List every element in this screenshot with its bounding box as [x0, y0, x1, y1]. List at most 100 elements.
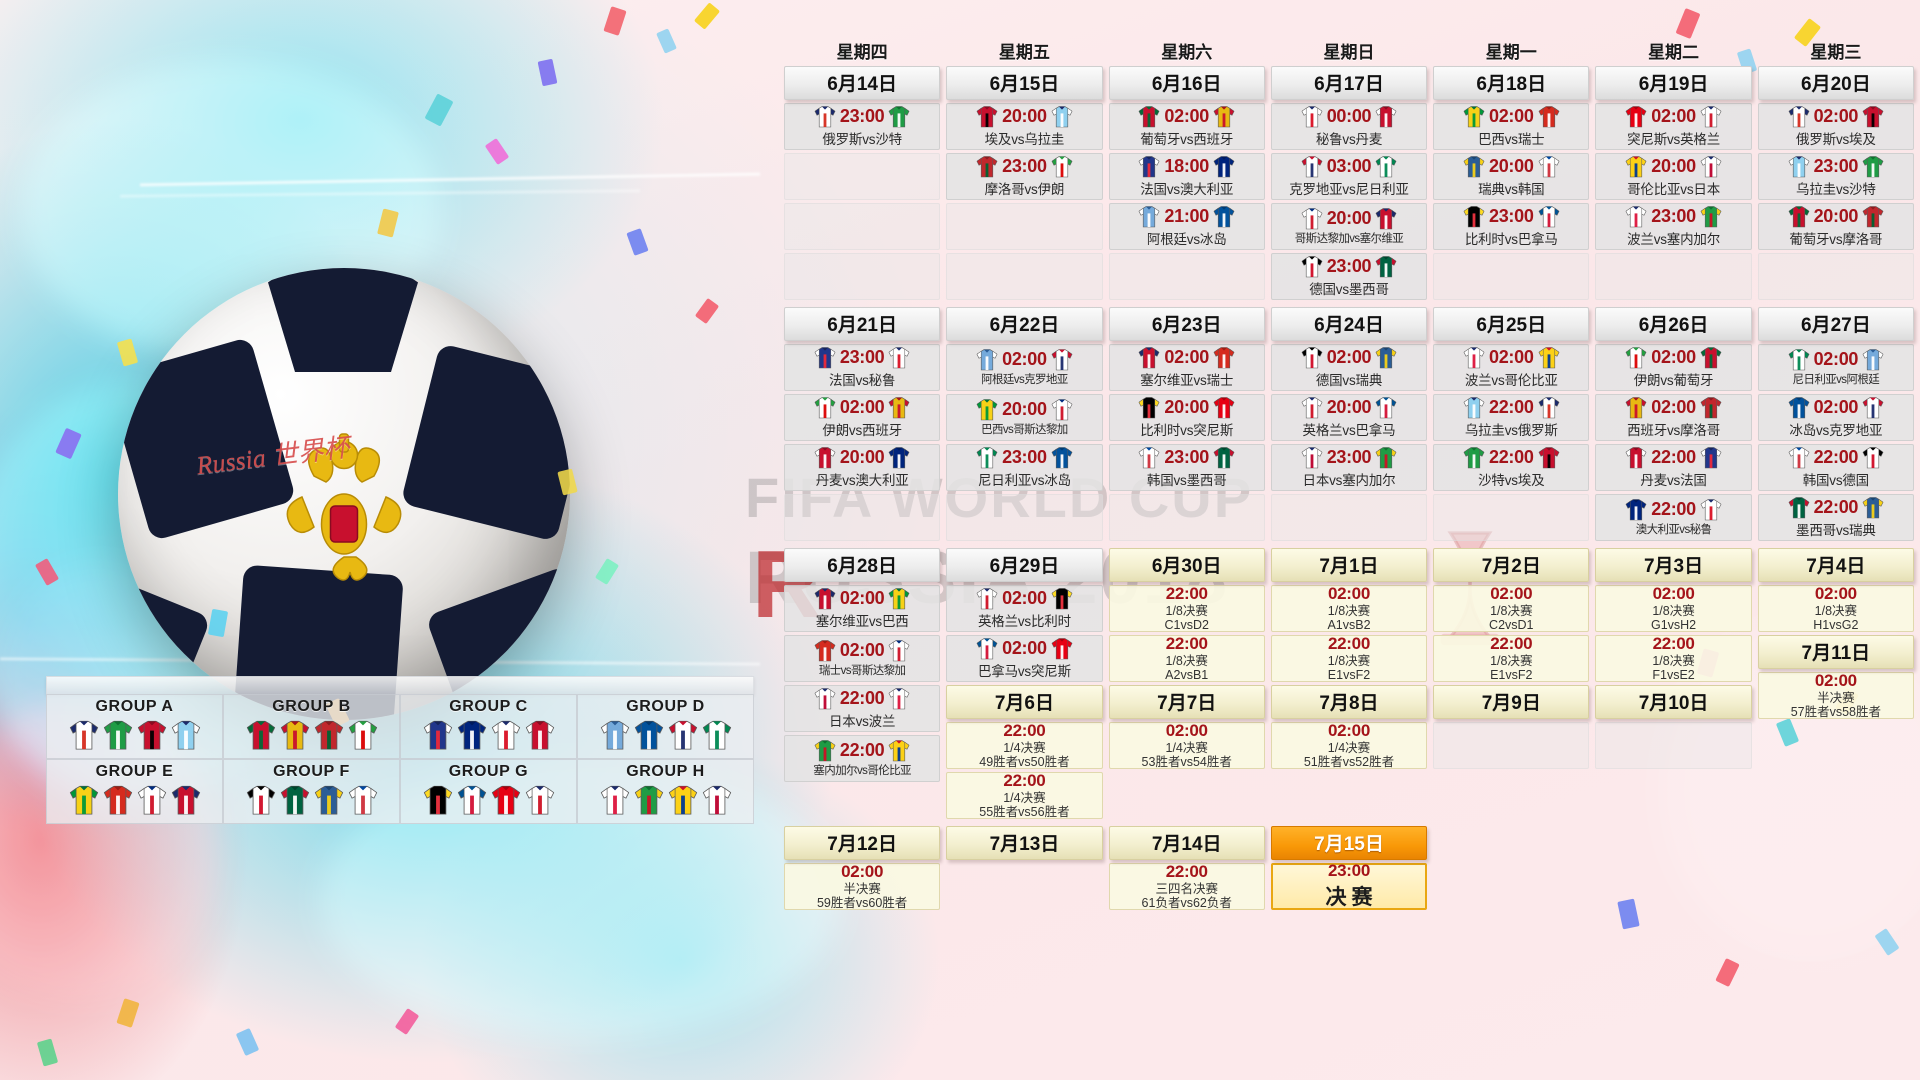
- date-header-6月30日[interactable]: 6月30日: [1108, 548, 1265, 582]
- date-header-7月15日[interactable]: 7月15日: [1270, 826, 1428, 860]
- knockout-match-cell[interactable]: 22:00 三四名决赛 61负者vs62负者: [1108, 862, 1265, 910]
- date-header-6月17日[interactable]: 6月17日: [1270, 66, 1428, 100]
- match-cell[interactable]: 02:00 冰岛vs克罗地亚: [1757, 394, 1914, 441]
- date-header-7月10日[interactable]: 7月10日: [1595, 685, 1752, 719]
- knockout-match-cell[interactable]: 22:00 1/4决赛 49胜者vs50胜者: [946, 721, 1103, 769]
- date-header-6月15日[interactable]: 6月15日: [946, 66, 1103, 100]
- match-cell[interactable]: 22:00 丹麦vs法国: [1595, 444, 1752, 491]
- match-cell[interactable]: 20:00 巴西vs哥斯达黎加: [946, 394, 1103, 441]
- knockout-match-cell[interactable]: 02:00 1/8决赛 A1vsB2: [1270, 584, 1428, 632]
- match-cell[interactable]: 02:00 伊朗vs葡萄牙: [1595, 344, 1752, 391]
- knockout-match-cell[interactable]: 02:00 半决赛 59胜者vs60胜者: [784, 862, 941, 910]
- match-cell[interactable]: 03:00 克罗地亚vs尼日利亚: [1270, 153, 1428, 200]
- match-cell[interactable]: 02:00 英格兰vs比利时: [946, 585, 1103, 632]
- match-cell[interactable]: 23:00 尼日利亚vs冰岛: [946, 444, 1103, 491]
- match-cell[interactable]: 22:00 墨西哥vs瑞典: [1757, 494, 1914, 541]
- match-cell[interactable]: 20:00 比利时vs突尼斯: [1108, 394, 1265, 441]
- date-header-6月29日[interactable]: 6月29日: [946, 548, 1103, 582]
- match-cell[interactable]: 22:00 澳大利亚vs秘鲁: [1595, 494, 1752, 541]
- knockout-match-cell[interactable]: 22:00 1/8决赛 E1vsF2: [1433, 634, 1590, 682]
- knockout-match-cell[interactable]: 02:00 1/8决赛 H1vsG2: [1757, 584, 1914, 632]
- date-header-6月23日[interactable]: 6月23日: [1108, 307, 1265, 341]
- group-cell-group-c[interactable]: GROUP C: [400, 694, 577, 759]
- date-header-7月8日[interactable]: 7月8日: [1270, 685, 1428, 719]
- match-cell[interactable]: 02:00 俄罗斯vs埃及: [1757, 103, 1914, 150]
- group-cell-group-a[interactable]: GROUP A: [46, 694, 223, 759]
- match-cell[interactable]: 02:00 巴西vs瑞士: [1433, 103, 1590, 150]
- match-cell[interactable]: 02:00 突尼斯vs英格兰: [1595, 103, 1752, 150]
- match-cell[interactable]: 02:00 德国vs瑞典: [1270, 344, 1428, 391]
- final-match-cell[interactable]: 23:00 决赛: [1270, 861, 1428, 910]
- date-header-7月2日[interactable]: 7月2日: [1433, 548, 1590, 582]
- date-header-6月20日[interactable]: 6月20日: [1757, 66, 1914, 100]
- match-cell[interactable]: 23:00 俄罗斯vs沙特: [784, 103, 941, 150]
- match-cell[interactable]: 02:00 葡萄牙vs西班牙: [1108, 103, 1265, 150]
- date-header-6月27日[interactable]: 6月27日: [1757, 307, 1914, 341]
- group-cell-group-h[interactable]: GROUP H: [577, 759, 754, 824]
- match-cell[interactable]: 02:00 巴拿马vs突尼斯: [946, 635, 1103, 682]
- date-header-7月9日[interactable]: 7月9日: [1433, 685, 1590, 719]
- match-cell[interactable]: 20:00 英格兰vs巴拿马: [1270, 394, 1428, 441]
- match-cell[interactable]: 23:00 波兰vs塞内加尔: [1595, 203, 1752, 250]
- date-header-7月3日[interactable]: 7月3日: [1595, 548, 1752, 582]
- match-cell[interactable]: 02:00 伊朗vs西班牙: [784, 394, 941, 441]
- date-header-6月21日[interactable]: 6月21日: [784, 307, 941, 341]
- match-cell[interactable]: 20:00 哥伦比亚vs日本: [1595, 153, 1752, 200]
- knockout-match-cell[interactable]: 02:00 1/8决赛 C2vsD1: [1433, 584, 1590, 632]
- knockout-match-cell[interactable]: 22:00 1/8决赛 A2vsB1: [1108, 634, 1265, 682]
- match-cell[interactable]: 23:00 比利时vs巴拿马: [1433, 203, 1590, 250]
- knockout-match-cell[interactable]: 02:00 1/8决赛 G1vsH2: [1595, 584, 1752, 632]
- match-cell[interactable]: 02:00 塞尔维亚vs巴西: [784, 585, 941, 632]
- match-cell[interactable]: 20:00 葡萄牙vs摩洛哥: [1757, 203, 1914, 250]
- match-cell[interactable]: 22:00 日本vs波兰: [784, 685, 941, 732]
- group-cell-group-b[interactable]: GROUP B: [223, 694, 400, 759]
- match-cell[interactable]: 02:00 西班牙vs摩洛哥: [1595, 394, 1752, 441]
- match-cell[interactable]: 23:00 乌拉圭vs沙特: [1757, 153, 1914, 200]
- match-cell[interactable]: 02:00 塞尔维亚vs瑞士: [1108, 344, 1265, 391]
- date-header-6月18日[interactable]: 6月18日: [1433, 66, 1590, 100]
- knockout-match-cell[interactable]: 22:00 1/8决赛 F1vsE2: [1595, 634, 1752, 682]
- knockout-match-cell[interactable]: 22:00 1/8决赛 C1vsD2: [1108, 584, 1265, 632]
- knockout-match-cell[interactable]: 22:00 1/8决赛 E1vsF2: [1270, 634, 1428, 682]
- date-header-6月14日[interactable]: 6月14日: [784, 66, 941, 100]
- match-cell[interactable]: 22:00 塞内加尔vs哥伦比亚: [784, 735, 941, 782]
- date-header-6月22日[interactable]: 6月22日: [946, 307, 1103, 341]
- date-header-6月16日[interactable]: 6月16日: [1108, 66, 1265, 100]
- match-cell[interactable]: 02:00 尼日利亚vs阿根廷: [1757, 344, 1914, 391]
- match-cell[interactable]: 22:00 沙特vs埃及: [1433, 444, 1590, 491]
- knockout-match-cell[interactable]: 22:00 1/4决赛 55胜者vs56胜者: [946, 771, 1103, 819]
- group-cell-group-g[interactable]: GROUP G: [400, 759, 577, 824]
- match-cell[interactable]: 23:00 法国vs秘鲁: [784, 344, 941, 391]
- match-cell[interactable]: 21:00 阿根廷vs冰岛: [1108, 203, 1265, 250]
- group-cell-group-f[interactable]: GROUP F: [223, 759, 400, 824]
- match-cell[interactable]: 20:00 瑞典vs韩国: [1433, 153, 1590, 200]
- date-header-6月26日[interactable]: 6月26日: [1595, 307, 1752, 341]
- date-header-7月7日[interactable]: 7月7日: [1108, 685, 1265, 719]
- match-cell[interactable]: 23:00 德国vs墨西哥: [1270, 253, 1428, 300]
- date-header-6月25日[interactable]: 6月25日: [1433, 307, 1590, 341]
- knockout-match-cell[interactable]: 02:00 1/4决赛 53胜者vs54胜者: [1108, 721, 1265, 769]
- match-cell[interactable]: 22:00 乌拉圭vs俄罗斯: [1433, 394, 1590, 441]
- match-cell[interactable]: 02:00 阿根廷vs克罗地亚: [946, 344, 1103, 391]
- date-header-7月6日[interactable]: 7月6日: [946, 685, 1103, 719]
- date-header-6月19日[interactable]: 6月19日: [1595, 66, 1752, 100]
- group-cell-group-e[interactable]: GROUP E: [46, 759, 223, 824]
- date-header-7月13日[interactable]: 7月13日: [946, 826, 1103, 860]
- date-header-7月4日[interactable]: 7月4日: [1757, 548, 1914, 582]
- knockout-match-cell[interactable]: 02:00 半决赛 57胜者vs58胜者: [1757, 671, 1914, 719]
- match-cell[interactable]: 00:00 秘鲁vs丹麦: [1270, 103, 1428, 150]
- group-cell-group-d[interactable]: GROUP D: [577, 694, 754, 759]
- match-cell[interactable]: 02:00 波兰vs哥伦比亚: [1433, 344, 1590, 391]
- date-header-7月14日[interactable]: 7月14日: [1108, 826, 1265, 860]
- match-cell[interactable]: 23:00 摩洛哥vs伊朗: [946, 153, 1103, 200]
- match-cell[interactable]: 22:00 韩国vs德国: [1757, 444, 1914, 491]
- match-cell[interactable]: 20:00 哥斯达黎加vs塞尔维亚: [1270, 203, 1428, 250]
- match-cell[interactable]: 20:00 埃及vs乌拉圭: [946, 103, 1103, 150]
- match-cell[interactable]: 23:00 韩国vs墨西哥: [1108, 444, 1265, 491]
- date-header-6月28日[interactable]: 6月28日: [784, 548, 941, 582]
- date-header-7月11日[interactable]: 7月11日: [1757, 635, 1914, 669]
- match-cell[interactable]: 02:00 瑞士vs哥斯达黎加: [784, 635, 941, 682]
- knockout-match-cell[interactable]: 02:00 1/4决赛 51胜者vs52胜者: [1270, 721, 1428, 769]
- match-cell[interactable]: 20:00 丹麦vs澳大利亚: [784, 444, 941, 491]
- date-header-6月24日[interactable]: 6月24日: [1270, 307, 1428, 341]
